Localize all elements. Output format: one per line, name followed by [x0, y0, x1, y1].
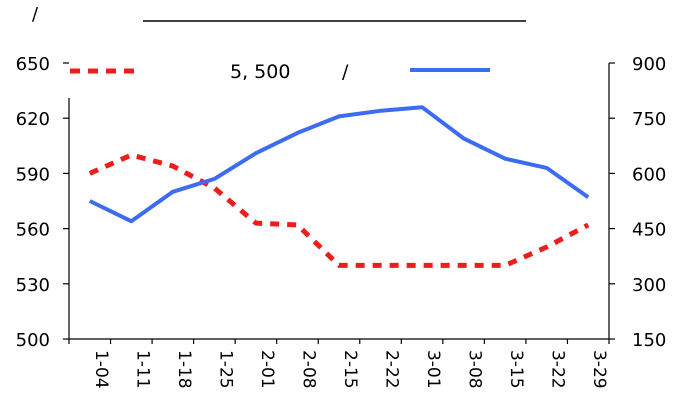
y-right-tick-label: 300 [632, 275, 666, 296]
y-left-tick-label: 650 [16, 54, 50, 75]
x-tick-label: 2-22 [382, 350, 402, 389]
x-tick-label: 1-18 [174, 350, 194, 389]
x-tick-label: 1-25 [215, 350, 235, 389]
y-right-tick-label: 900 [632, 54, 666, 75]
y-right-tick-label: 150 [632, 330, 666, 351]
y-left-tick-label: 530 [16, 275, 50, 296]
x-tick-label: 3-08 [465, 350, 485, 389]
red-series-line [88, 152, 590, 268]
y-right-tick-label: 750 [632, 109, 666, 130]
x-tick-label: 3-29 [589, 350, 609, 389]
x-tick-label: 2-01 [257, 350, 277, 389]
y-left-tick-label: 560 [16, 220, 50, 241]
blue-series-line [88, 105, 590, 224]
y-right-tick-label: 600 [632, 164, 666, 185]
legend-label-red: 5, 500 [230, 61, 290, 83]
x-tick-label: 3-01 [423, 350, 443, 389]
x-tick-label: 2-15 [340, 350, 360, 389]
y-left-tick-label: 620 [16, 109, 50, 130]
y-left-tick-label: 500 [16, 330, 50, 351]
x-tick-label: 3-22 [548, 350, 568, 389]
x-tick-label: 2-08 [298, 350, 318, 389]
x-tick-label: 3-15 [506, 350, 526, 389]
y-right-tick-label: 450 [632, 220, 666, 241]
x-tick-label: 1-04 [91, 350, 111, 389]
header-slash: / [32, 4, 39, 25]
y-left-tick-label: 590 [16, 164, 50, 185]
legend-slash: / [342, 61, 349, 83]
x-tick-label: 1-11 [132, 350, 152, 389]
